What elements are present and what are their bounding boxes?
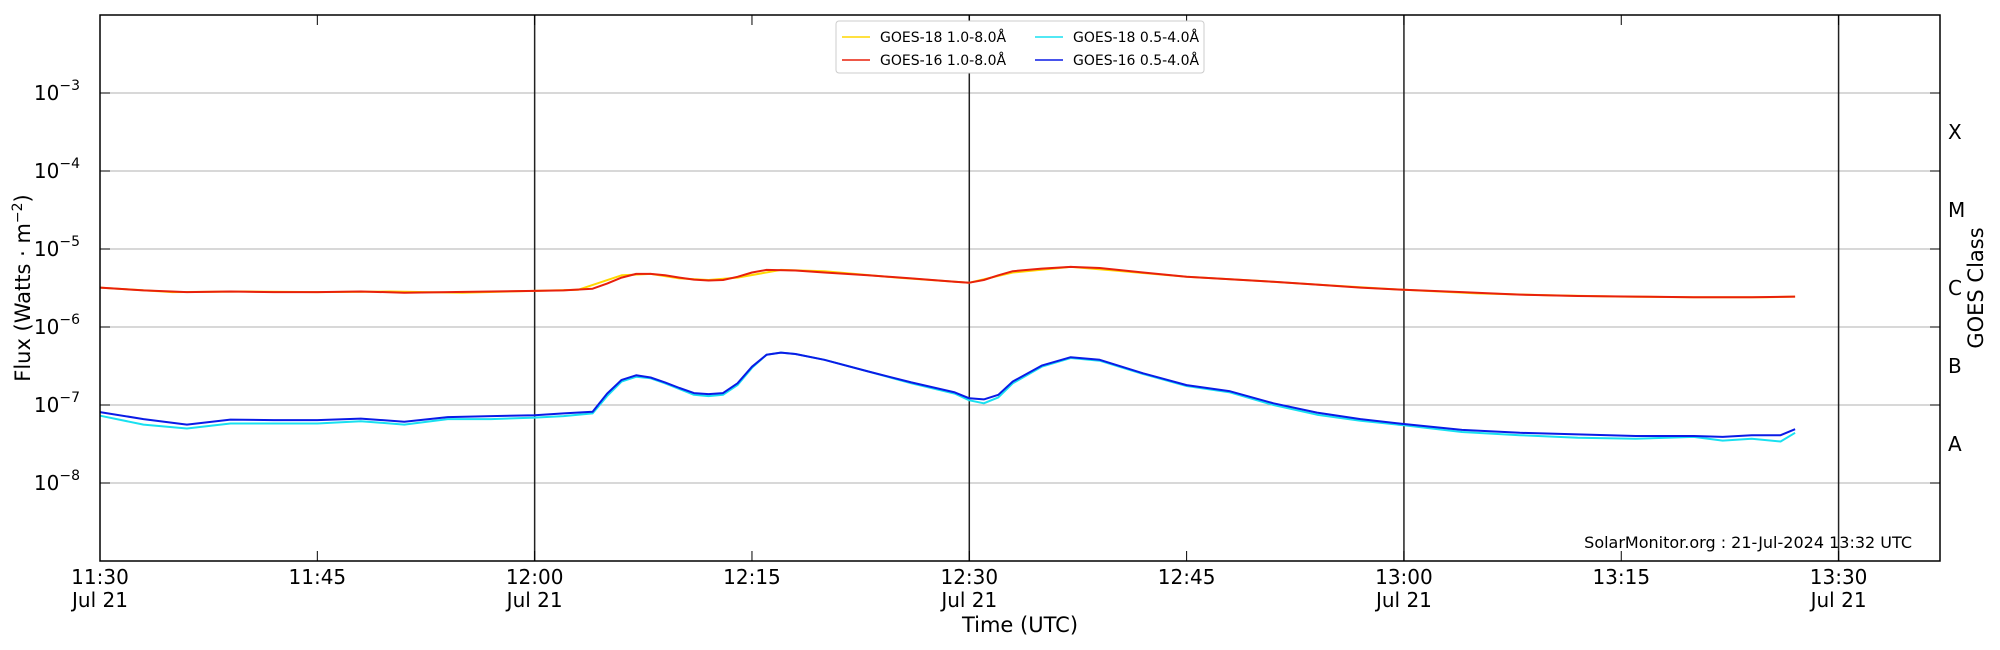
x-tick-date-label: Jul 21 (70, 588, 128, 612)
x-axis-title: Time (UTC) (961, 613, 1078, 637)
plot-frame (99, 14, 1941, 562)
legend: GOES-18 1.0-8.0Å GOES-16 1.0-8.0Å GOES-1… (835, 20, 1205, 74)
x-tick-label: 11:30 (71, 565, 129, 589)
goes-class-label-b: B (1948, 354, 1962, 378)
goes-class-label-x: X (1948, 120, 1962, 144)
legend-box (835, 20, 1205, 74)
x-tick-label: 12:00 (506, 565, 564, 589)
y-tick-label: 10−7 (34, 390, 80, 417)
goes-class-labels: X M C B A (1930, 92, 1965, 562)
x-tick-label: 11:45 (289, 565, 347, 589)
horizontal-gridlines (100, 92, 1940, 484)
y-tick-label: 10−4 (34, 156, 80, 183)
y-axis-ticks: 10−3 10−4 10−5 10−6 10−7 10−8 (34, 78, 110, 495)
y-axis-title: Flux (Watts · m−2) (10, 194, 35, 382)
x-tick-label: 12:45 (1158, 565, 1216, 589)
x-tick-label: 13:15 (1592, 565, 1650, 589)
credit-label: SolarMonitor.org : 21-Jul-2024 13:32 UTC (1584, 533, 1912, 552)
x-tick-date-label: Jul 21 (1809, 588, 1867, 612)
x-tick-date-label: Jul 21 (939, 588, 997, 612)
legend-label-goes16-long: GOES-16 1.0-8.0Å (880, 52, 1006, 69)
series-line-3 (99, 351, 1796, 438)
x-tick-label: 13:30 (1810, 565, 1868, 589)
x-tick-date-label: Jul 21 (505, 588, 563, 612)
x-tick-label: 12:30 (940, 565, 998, 589)
x-tick-label: 12:15 (723, 565, 781, 589)
series-line-1 (99, 265, 1796, 299)
y-tick-label: 10−6 (34, 312, 80, 339)
legend-label-goes18-long: GOES-18 1.0-8.0Å (880, 29, 1006, 46)
legend-label-goes18-short: GOES-18 0.5-4.0Å (1073, 29, 1199, 46)
legend-label-goes16-short: GOES-16 0.5-4.0Å (1073, 52, 1199, 69)
goes-class-label-a: A (1948, 432, 1962, 456)
y-tick-label: 10−8 (34, 468, 80, 495)
y2-axis-title: GOES Class (1964, 227, 1988, 348)
y-tick-label: 10−5 (34, 234, 80, 261)
vertical-day-lines (533, 15, 1840, 561)
series-layer (99, 265, 1796, 443)
goes-class-label-c: C (1948, 276, 1962, 300)
x-tick-label: 13:00 (1375, 565, 1433, 589)
x-tick-date-label: Jul 21 (1374, 588, 1432, 612)
goes-class-label-m: M (1948, 198, 1965, 222)
y-tick-label: 10−3 (34, 78, 80, 105)
